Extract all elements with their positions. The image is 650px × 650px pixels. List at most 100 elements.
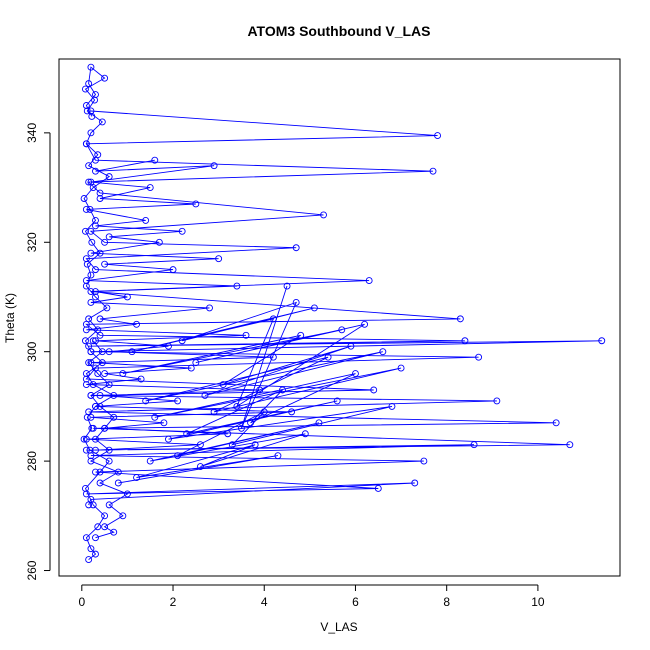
data-point <box>96 392 104 399</box>
data-point <box>101 370 109 378</box>
data-point <box>87 107 95 115</box>
data-point <box>92 266 99 274</box>
data-point <box>87 227 95 235</box>
data-point <box>320 211 327 219</box>
data-point <box>110 528 118 536</box>
y-axis-title: Theta (K) <box>3 293 17 343</box>
data-point <box>92 468 99 476</box>
data-point <box>292 244 300 252</box>
data-point <box>269 315 277 323</box>
data-point <box>82 320 90 328</box>
data-point <box>101 424 109 432</box>
data-point <box>160 419 168 427</box>
data-point <box>82 326 90 334</box>
data-point <box>105 457 113 465</box>
data-point <box>151 156 159 164</box>
data-point <box>192 200 200 208</box>
data-point <box>85 80 93 88</box>
data-point <box>215 255 223 263</box>
data-point <box>87 63 95 71</box>
data-point <box>92 435 99 443</box>
data-point <box>169 266 177 274</box>
data-point <box>338 326 346 334</box>
x-tick-label: 4 <box>261 595 268 609</box>
data-point <box>82 282 90 290</box>
data-point <box>429 167 437 175</box>
data-point <box>82 205 90 213</box>
data-point <box>87 413 95 421</box>
data-point <box>247 419 255 427</box>
data-point <box>92 156 99 164</box>
data-point <box>183 430 191 438</box>
data-point <box>82 435 90 443</box>
data-point <box>82 337 89 345</box>
data-point <box>92 534 99 542</box>
data-point <box>92 293 99 301</box>
data-point <box>92 446 99 454</box>
data-point <box>155 238 163 246</box>
data-point <box>87 392 95 399</box>
data-point <box>324 353 332 361</box>
data-point <box>379 348 387 356</box>
data-point <box>206 304 213 312</box>
data-point <box>187 364 195 372</box>
data-point <box>233 282 241 290</box>
data-point <box>105 501 113 509</box>
data-point <box>470 441 478 449</box>
data-point <box>279 386 286 394</box>
data-point <box>397 364 405 372</box>
data-point <box>196 463 204 471</box>
data-point <box>411 479 419 487</box>
data-point <box>96 331 104 339</box>
data-point <box>105 446 113 454</box>
data-point <box>89 424 97 432</box>
data-point <box>119 512 127 520</box>
data-point <box>315 419 323 427</box>
series-line <box>118 285 402 484</box>
data-point <box>105 348 113 356</box>
data-point <box>133 474 140 481</box>
data-point <box>196 441 204 449</box>
data-point <box>434 132 442 140</box>
data-point <box>82 375 90 383</box>
data-point <box>151 413 159 421</box>
x-axis: 0 2 4 6 8 10 <box>78 584 545 609</box>
data-point <box>174 397 182 405</box>
data-point <box>87 288 95 295</box>
data-point <box>87 452 95 460</box>
data-point <box>237 424 245 432</box>
y-tick-label: 300 <box>25 341 39 361</box>
data-point <box>82 255 90 263</box>
y-tick-label: 340 <box>25 123 39 143</box>
data-point <box>142 397 150 405</box>
data-point <box>82 85 89 93</box>
data-point <box>82 102 90 109</box>
data-point <box>283 282 291 290</box>
data-point <box>493 397 501 405</box>
data-point <box>178 227 186 235</box>
data-point <box>85 501 93 509</box>
data-point <box>87 249 95 257</box>
data-point <box>251 441 259 449</box>
data-point <box>114 468 122 476</box>
data-point <box>98 348 106 356</box>
data-point <box>201 392 209 399</box>
data-point <box>94 523 102 531</box>
x-tick-label: 10 <box>531 595 545 609</box>
data-point <box>82 140 90 148</box>
data-point <box>87 457 95 465</box>
data-point <box>80 195 88 202</box>
data-point <box>101 512 109 520</box>
data-point <box>142 216 150 224</box>
data-point <box>274 452 282 460</box>
data-point <box>333 397 341 405</box>
data-point <box>301 430 309 438</box>
series-line <box>85 110 602 506</box>
data-point <box>92 550 99 558</box>
data-point <box>82 446 90 454</box>
data-point <box>82 490 90 498</box>
data-point <box>228 441 236 449</box>
data-point <box>365 277 373 285</box>
data-point <box>96 315 104 323</box>
